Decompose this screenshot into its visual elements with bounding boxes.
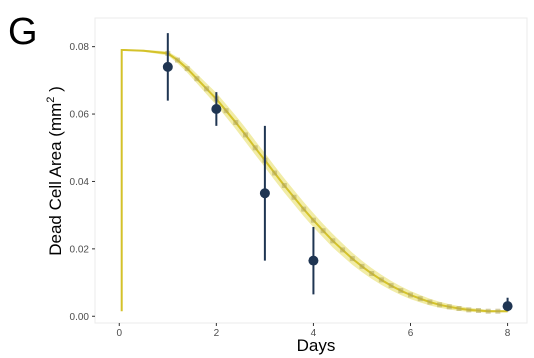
- y-tick-label: 0.06: [70, 110, 90, 121]
- y-tick-label: 0.00: [70, 312, 90, 323]
- model-marker: [369, 271, 375, 276]
- model-marker: [272, 170, 278, 176]
- model-marker: [388, 283, 394, 289]
- model-marker: [408, 292, 413, 298]
- panel-label: G: [8, 11, 38, 53]
- model-marker: [359, 263, 365, 269]
- model-marker: [378, 277, 384, 283]
- model-marker: [175, 57, 180, 63]
- data-point: [162, 61, 173, 72]
- model-marker: [301, 206, 307, 212]
- model-marker: [194, 76, 200, 82]
- x-axis-title: Days: [297, 336, 336, 355]
- model-marker: [437, 302, 443, 308]
- plot-panel: [94, 17, 528, 324]
- data-point: [502, 301, 513, 312]
- model-marker: [330, 238, 336, 244]
- y-tick-label: 0.08: [70, 42, 90, 53]
- x-axis-ticks: 0 2 4 6 8: [116, 323, 511, 339]
- model-marker: [320, 228, 326, 234]
- model-marker: [417, 296, 423, 302]
- y-axis-ticks: 0.00 0.02 0.04 0.06 0.08: [70, 42, 95, 323]
- model-marker: [349, 256, 355, 262]
- model-marker: [233, 120, 239, 125]
- model-marker: [476, 308, 481, 313]
- model-marker: [446, 304, 452, 310]
- model-marker: [204, 86, 210, 92]
- x-tick-label: 8: [505, 328, 511, 339]
- x-tick-label: 4: [311, 328, 317, 339]
- y-axis-title-superscript: 2: [45, 97, 57, 103]
- model-marker: [252, 145, 258, 151]
- model-marker: [310, 217, 316, 223]
- model-marker: [485, 308, 491, 314]
- y-axis-title-close: ): [46, 86, 65, 96]
- data-point: [211, 103, 222, 114]
- model-marker: [495, 308, 501, 314]
- model-marker: [340, 247, 346, 253]
- y-axis-title: Dead Cell Area (mm2 ): [45, 86, 65, 256]
- model-marker: [291, 194, 297, 200]
- model-marker: [466, 307, 472, 313]
- x-tick-label: 6: [408, 328, 414, 339]
- x-tick-label: 2: [214, 328, 220, 339]
- point-layer: [162, 61, 513, 312]
- model-marker: [243, 132, 248, 138]
- model-marker: [184, 66, 190, 72]
- model-marker: [281, 183, 287, 188]
- y-axis-title-main: Dead Cell Area (mm: [46, 103, 65, 256]
- model-marker: [398, 288, 404, 294]
- y-tick-label: 0.02: [70, 244, 90, 255]
- model-marker: [223, 108, 229, 114]
- x-tick-label: 0: [116, 328, 122, 339]
- y-tick-label: 0.04: [70, 177, 90, 188]
- model-marker: [456, 306, 462, 311]
- model-line: [120, 49, 508, 313]
- model-marker: [427, 299, 433, 305]
- data-point: [308, 255, 319, 266]
- data-point: [259, 188, 270, 199]
